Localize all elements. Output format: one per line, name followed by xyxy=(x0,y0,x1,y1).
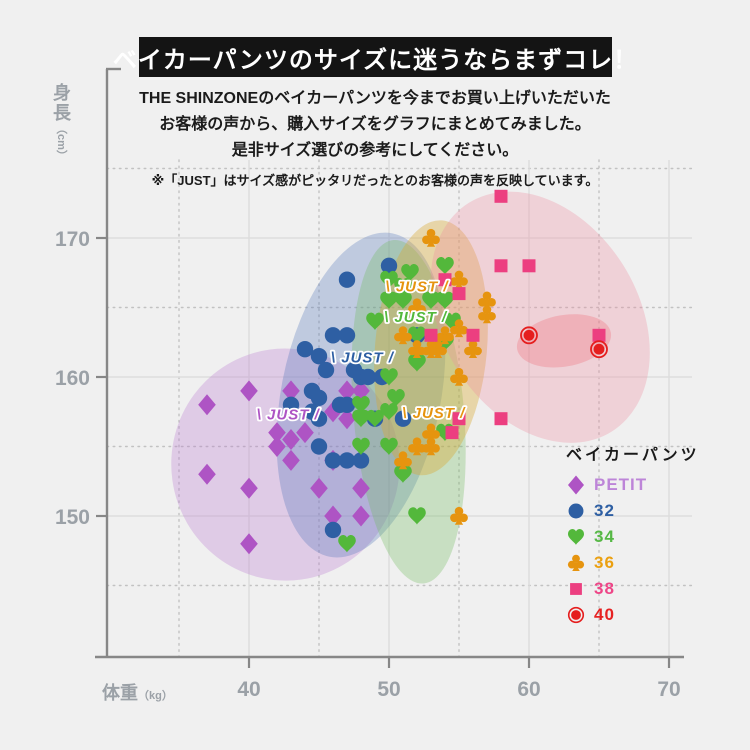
y-axis-title: 身長（cm） xyxy=(51,83,71,161)
legend-club-icon xyxy=(567,554,585,571)
just-label-36: \ JUST / xyxy=(402,405,466,422)
page-title: ベイカーパンツのサイズに迷うならまずコレ！ xyxy=(113,37,637,77)
point-32 xyxy=(310,438,328,455)
legend-item-label: 38 xyxy=(594,579,615,598)
point-32 xyxy=(310,389,328,407)
legend-square-icon xyxy=(570,583,582,595)
just-label-PETIT: \ JUST / xyxy=(257,407,321,424)
just-label-32: \ JUST / xyxy=(331,350,395,367)
y-tick-label: 150 xyxy=(55,506,90,529)
blob-38 xyxy=(430,191,650,443)
x-axis-unit: （kg） xyxy=(138,690,173,702)
point-32 xyxy=(338,327,356,344)
legend-item-32: 32 xyxy=(566,498,700,524)
point-38 xyxy=(522,259,536,273)
blob-40 xyxy=(516,314,612,368)
point-32 xyxy=(359,368,377,386)
point-32 xyxy=(324,452,342,469)
just-label-36: \ JUST / xyxy=(385,279,449,296)
subtitle: THE SHINZONEのベイカーパンツを今までお買い上げいただいた お客様の声… xyxy=(0,86,750,164)
legend-item-label: 32 xyxy=(594,501,615,520)
point-32 xyxy=(324,327,342,344)
legend-item-label: 34 xyxy=(594,527,615,546)
legend-ring-icon xyxy=(567,606,585,624)
point-38 xyxy=(452,287,466,301)
point-32 xyxy=(310,347,328,365)
x-axis-title: 体重（kg） xyxy=(102,683,173,703)
legend-item-label: PETIT xyxy=(594,475,648,494)
legend-item-label: 36 xyxy=(594,553,615,572)
legend-item-38: 38 xyxy=(566,576,700,602)
y-axis-unit: （cm） xyxy=(55,123,67,161)
x-tick-label: 50 xyxy=(377,678,400,701)
point-38 xyxy=(424,328,438,342)
y-tick-label: 170 xyxy=(55,228,90,251)
blob-34 xyxy=(351,239,466,584)
point-38 xyxy=(494,412,508,426)
y-tick-label: 160 xyxy=(55,367,90,390)
point-38 xyxy=(494,259,508,273)
legend: ベイカーパンツ PETIT 32 34 36 38 40 xyxy=(566,441,700,628)
legend-item-PETIT: PETIT xyxy=(566,472,700,498)
just-labels: \ JUST / \ JUST / \ JUST / \ JUST / \ JUST / xyxy=(255,277,467,425)
x-tick-label: 40 xyxy=(237,678,260,701)
legend-item-40: 40 xyxy=(566,602,700,628)
subtitle-line-1: THE SHINZONEのベイカーパンツを今までお買い上げいただいた xyxy=(139,90,611,107)
point-32 xyxy=(338,271,356,288)
point-38 xyxy=(592,328,606,342)
point-32 xyxy=(296,341,314,358)
point-38 xyxy=(445,426,459,440)
legend-item-label: 40 xyxy=(594,605,615,624)
just-label-34: \ JUST / xyxy=(384,309,448,326)
point-38 xyxy=(466,328,480,342)
legend-diamond-icon xyxy=(568,475,584,495)
legend-circle-icon xyxy=(568,503,584,519)
legend-item-36: 36 xyxy=(566,550,700,576)
subtitle-line-2: お客様の声から、購入サイズをグラフにまとめてみました。 xyxy=(159,116,591,133)
subtitle-line-3: 是非サイズ選びの参考にしてください。 xyxy=(231,142,519,159)
legend-item-34: 34 xyxy=(566,524,700,550)
page-title-text: ベイカーパンツのサイズに迷うならまずコレ！ xyxy=(112,46,639,74)
point-38 xyxy=(494,189,508,203)
just-note: ※「JUST」はサイズ感がピッタリだったとのお客様の声を反映しています。 xyxy=(151,173,599,188)
x-tick-label: 60 xyxy=(517,678,540,701)
point-32 xyxy=(338,452,356,469)
axes: 40 50 60 70 150 160 170 xyxy=(55,67,684,701)
legend-header: ベイカーパンツ xyxy=(566,447,700,464)
point-32 xyxy=(324,521,342,539)
x-tick-label: 70 xyxy=(657,678,680,701)
legend-heart-icon xyxy=(568,529,584,545)
